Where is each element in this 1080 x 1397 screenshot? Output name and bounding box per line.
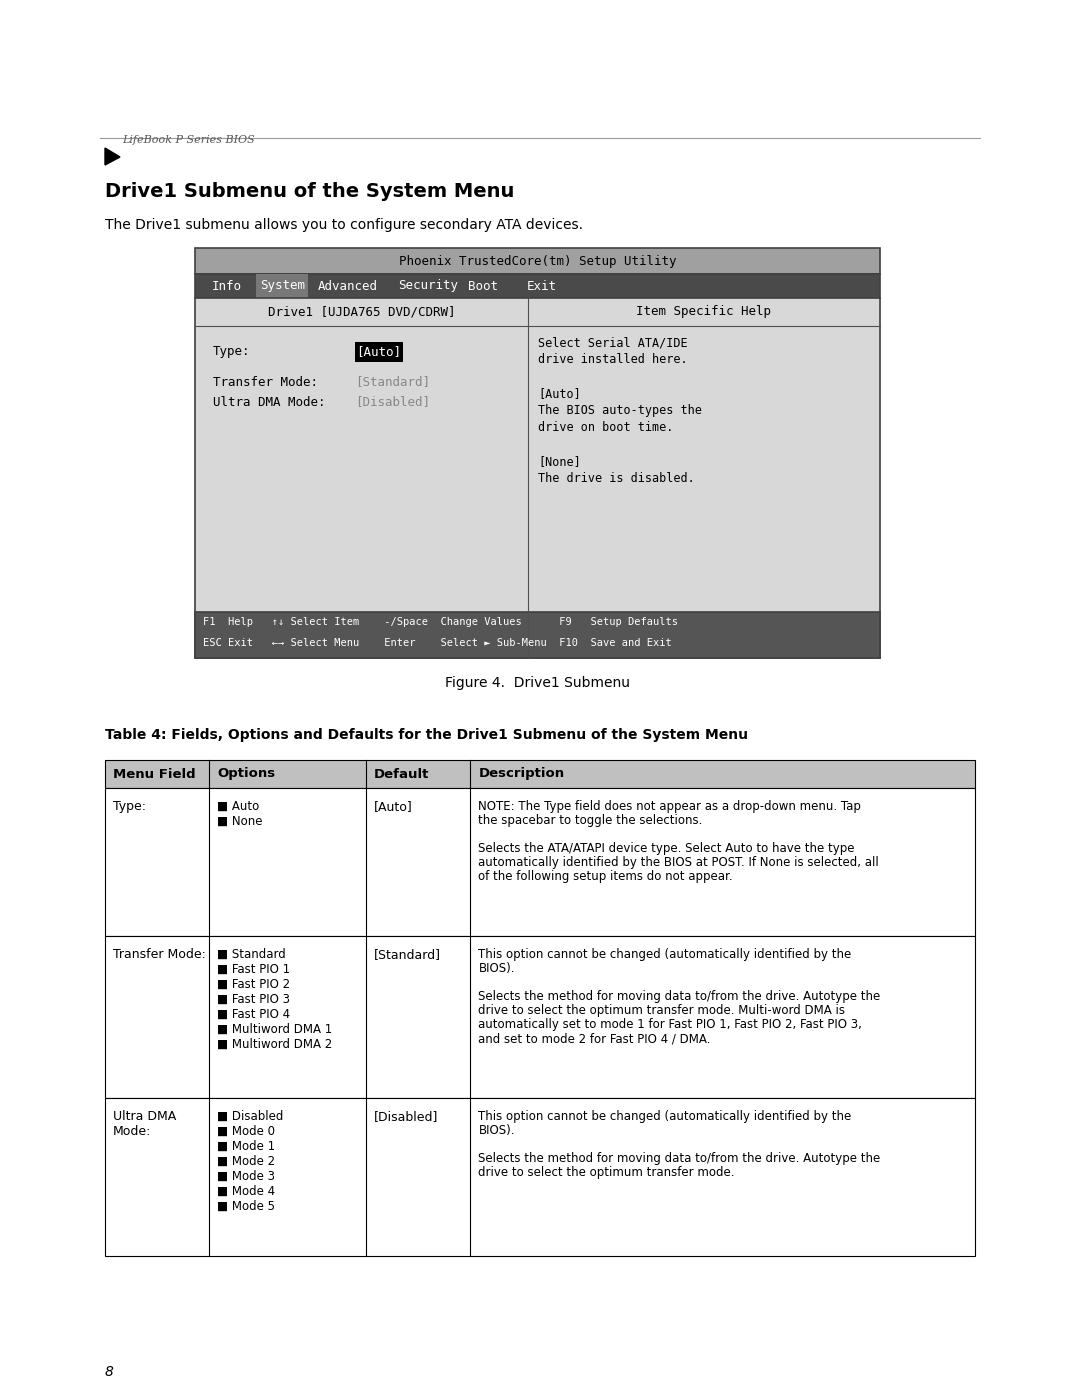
Text: Options: Options <box>217 767 275 781</box>
Text: Ultra DMA Mode:: Ultra DMA Mode: <box>213 395 325 408</box>
Text: Drive1 [UJDA765 DVD/CDRW]: Drive1 [UJDA765 DVD/CDRW] <box>268 306 456 319</box>
Text: ■ Mode 1: ■ Mode 1 <box>217 1140 275 1153</box>
Text: ■ Fast PIO 2: ■ Fast PIO 2 <box>217 978 291 990</box>
Text: the spacebar to toggle the selections.: the spacebar to toggle the selections. <box>478 814 703 827</box>
Text: ■ Mode 5: ■ Mode 5 <box>217 1200 275 1213</box>
Text: ■ Mode 3: ■ Mode 3 <box>217 1171 275 1183</box>
Bar <box>195 249 880 274</box>
Bar <box>195 612 880 658</box>
Text: ■ Standard: ■ Standard <box>217 949 286 961</box>
Text: [Standard]: [Standard] <box>374 949 441 961</box>
Text: automatically set to mode 1 for Fast PIO 1, Fast PIO 2, Fast PIO 3,: automatically set to mode 1 for Fast PIO… <box>478 1018 862 1031</box>
Bar <box>105 760 975 788</box>
Text: This option cannot be changed (automatically identified by the: This option cannot be changed (automatic… <box>478 1111 852 1123</box>
Text: [Standard]: [Standard] <box>355 376 430 388</box>
Text: ■ Fast PIO 4: ■ Fast PIO 4 <box>217 1009 291 1021</box>
Text: of the following setup items do not appear.: of the following setup items do not appe… <box>478 870 733 883</box>
Text: drive to select the optimum transfer mode.: drive to select the optimum transfer mod… <box>478 1166 734 1179</box>
Text: Mode:: Mode: <box>113 1125 151 1139</box>
Text: Transfer Mode:: Transfer Mode: <box>113 949 206 961</box>
Text: drive installed here.: drive installed here. <box>538 353 688 366</box>
Text: ■ Auto: ■ Auto <box>217 800 259 813</box>
Text: ■ Fast PIO 1: ■ Fast PIO 1 <box>217 963 291 977</box>
Text: Selects the method for moving data to/from the drive. Autotype the: Selects the method for moving data to/fr… <box>478 1153 880 1165</box>
Text: Selects the method for moving data to/from the drive. Autotype the: Selects the method for moving data to/fr… <box>478 990 880 1003</box>
Text: Table 4: Fields, Options and Defaults for the Drive1 Submenu of the System Menu: Table 4: Fields, Options and Defaults fo… <box>105 728 748 742</box>
Text: ■ Multiword DMA 1: ■ Multiword DMA 1 <box>217 1023 333 1037</box>
Text: The drive is disabled.: The drive is disabled. <box>538 472 694 485</box>
Text: Item Specific Help: Item Specific Help <box>636 306 771 319</box>
Text: Transfer Mode:: Transfer Mode: <box>213 376 318 388</box>
Text: Description: Description <box>478 767 565 781</box>
Text: Security: Security <box>399 279 458 292</box>
Text: Menu Field: Menu Field <box>113 767 195 781</box>
Bar <box>105 1098 975 1256</box>
Text: Select Serial ATA/IDE: Select Serial ATA/IDE <box>538 337 688 349</box>
Text: Figure 4.  Drive1 Submenu: Figure 4. Drive1 Submenu <box>445 676 630 690</box>
Text: [Auto]: [Auto] <box>356 345 402 359</box>
Text: ■ Mode 0: ■ Mode 0 <box>217 1125 275 1139</box>
Text: ■ Disabled: ■ Disabled <box>217 1111 284 1123</box>
Bar <box>256 274 308 298</box>
Bar <box>105 788 975 936</box>
Polygon shape <box>105 148 120 165</box>
Text: ■ Mode 4: ■ Mode 4 <box>217 1185 275 1199</box>
Text: ■ None: ■ None <box>217 814 262 828</box>
Text: [None]: [None] <box>538 455 581 468</box>
Text: 8: 8 <box>105 1365 113 1379</box>
Text: Drive1 Submenu of the System Menu: Drive1 Submenu of the System Menu <box>105 182 514 201</box>
Bar <box>105 936 975 1098</box>
Text: [Auto]: [Auto] <box>538 387 581 400</box>
Bar <box>195 298 880 658</box>
Text: and set to mode 2 for Fast PIO 4 / DMA.: and set to mode 2 for Fast PIO 4 / DMA. <box>478 1032 711 1045</box>
Text: Default: Default <box>374 767 430 781</box>
Text: [Disabled]: [Disabled] <box>355 395 430 408</box>
Text: ■ Mode 2: ■ Mode 2 <box>217 1155 275 1168</box>
Text: ESC Exit   ←→ Select Menu    Enter    Select ► Sub-Menu  F10  Save and Exit: ESC Exit ←→ Select Menu Enter Select ► S… <box>203 638 672 648</box>
Text: Exit: Exit <box>527 279 557 292</box>
Text: [Auto]: [Auto] <box>374 800 413 813</box>
Text: The Drive1 submenu allows you to configure secondary ATA devices.: The Drive1 submenu allows you to configu… <box>105 218 583 232</box>
Text: LifeBook P Series BIOS: LifeBook P Series BIOS <box>122 136 255 145</box>
Text: automatically identified by the BIOS at POST. If None is selected, all: automatically identified by the BIOS at … <box>478 856 879 869</box>
Bar <box>195 274 880 298</box>
Text: Type:: Type: <box>113 800 146 813</box>
Text: The BIOS auto-types the: The BIOS auto-types the <box>538 404 702 416</box>
Text: Selects the ATA/ATAPI device type. Select Auto to have the type: Selects the ATA/ATAPI device type. Selec… <box>478 842 855 855</box>
Text: BIOS).: BIOS). <box>478 963 515 975</box>
Text: drive to select the optimum transfer mode. Multi-word DMA is: drive to select the optimum transfer mod… <box>478 1004 846 1017</box>
Text: Ultra DMA: Ultra DMA <box>113 1111 176 1123</box>
Text: Boot: Boot <box>468 279 498 292</box>
Text: drive on boot time.: drive on boot time. <box>538 420 673 434</box>
Text: Info: Info <box>212 279 242 292</box>
Text: System: System <box>260 279 305 292</box>
Bar <box>355 342 403 362</box>
Text: Type:: Type: <box>213 345 251 359</box>
Text: NOTE: The Type field does not appear as a drop-down menu. Tap: NOTE: The Type field does not appear as … <box>478 800 861 813</box>
Text: ■ Fast PIO 3: ■ Fast PIO 3 <box>217 993 291 1006</box>
Text: Phoenix TrustedCore(tm) Setup Utility: Phoenix TrustedCore(tm) Setup Utility <box>399 254 676 267</box>
Text: This option cannot be changed (automatically identified by the: This option cannot be changed (automatic… <box>478 949 852 961</box>
Text: [Disabled]: [Disabled] <box>374 1111 438 1123</box>
Text: ■ Multiword DMA 2: ■ Multiword DMA 2 <box>217 1038 333 1051</box>
Text: F1  Help   ↑↓ Select Item    -/Space  Change Values      F9   Setup Defaults: F1 Help ↑↓ Select Item -/Space Change Va… <box>203 617 678 627</box>
Text: Advanced: Advanced <box>318 279 378 292</box>
Text: BIOS).: BIOS). <box>478 1125 515 1137</box>
